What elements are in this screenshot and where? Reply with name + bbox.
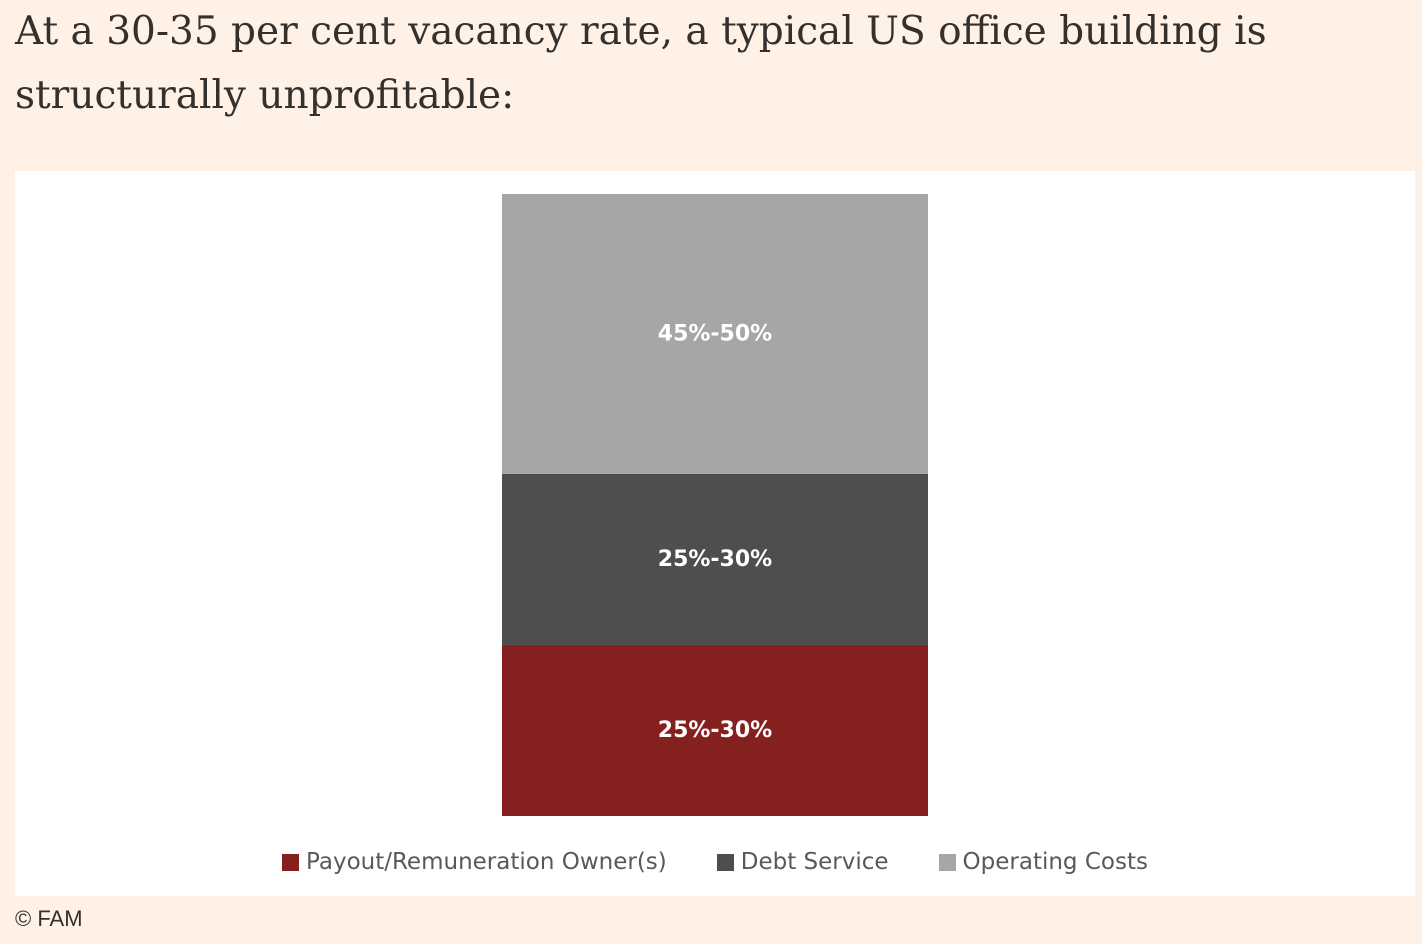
legend-label: Debt Service	[740, 849, 889, 875]
legend-item-operating-costs: Operating Costs	[938, 849, 1148, 875]
legend-swatch	[938, 853, 956, 871]
bar-segment-debt-service	[502, 473, 928, 645]
legend-swatch	[282, 853, 300, 871]
data-label-payout-remuneration-owner-s: 25%-30%	[658, 718, 772, 743]
stacked-bar-chart: 25%-30% 25%-30% 45%-50%	[502, 194, 928, 816]
legend-item-payout-remuneration-owner-s: Payout/Remuneration Owner(s)	[282, 849, 667, 875]
legend-label: Operating Costs	[962, 849, 1148, 875]
data-label-operating-costs: 45%-50%	[658, 321, 772, 346]
bar-segment-operating-costs	[502, 194, 928, 474]
legend-label: Payout/Remuneration Owner(s)	[306, 849, 667, 875]
data-label-debt-service: 25%-30%	[658, 547, 772, 572]
chart-legend: Payout/Remuneration Owner(s) Debt Service…	[15, 844, 1415, 880]
headline: At a 30-35 per cent vacancy rate, a typi…	[15, 9, 1267, 118]
legend-item-debt-service: Debt Service	[716, 849, 889, 875]
legend-swatch	[716, 853, 734, 871]
chart-panel: 25%-30% 25%-30% 45%-50% Payout/Remuneratio…	[15, 171, 1415, 896]
source-credit: © FAM	[15, 906, 83, 931]
bar-segment-payout-remuneration-owner-s	[502, 644, 928, 816]
